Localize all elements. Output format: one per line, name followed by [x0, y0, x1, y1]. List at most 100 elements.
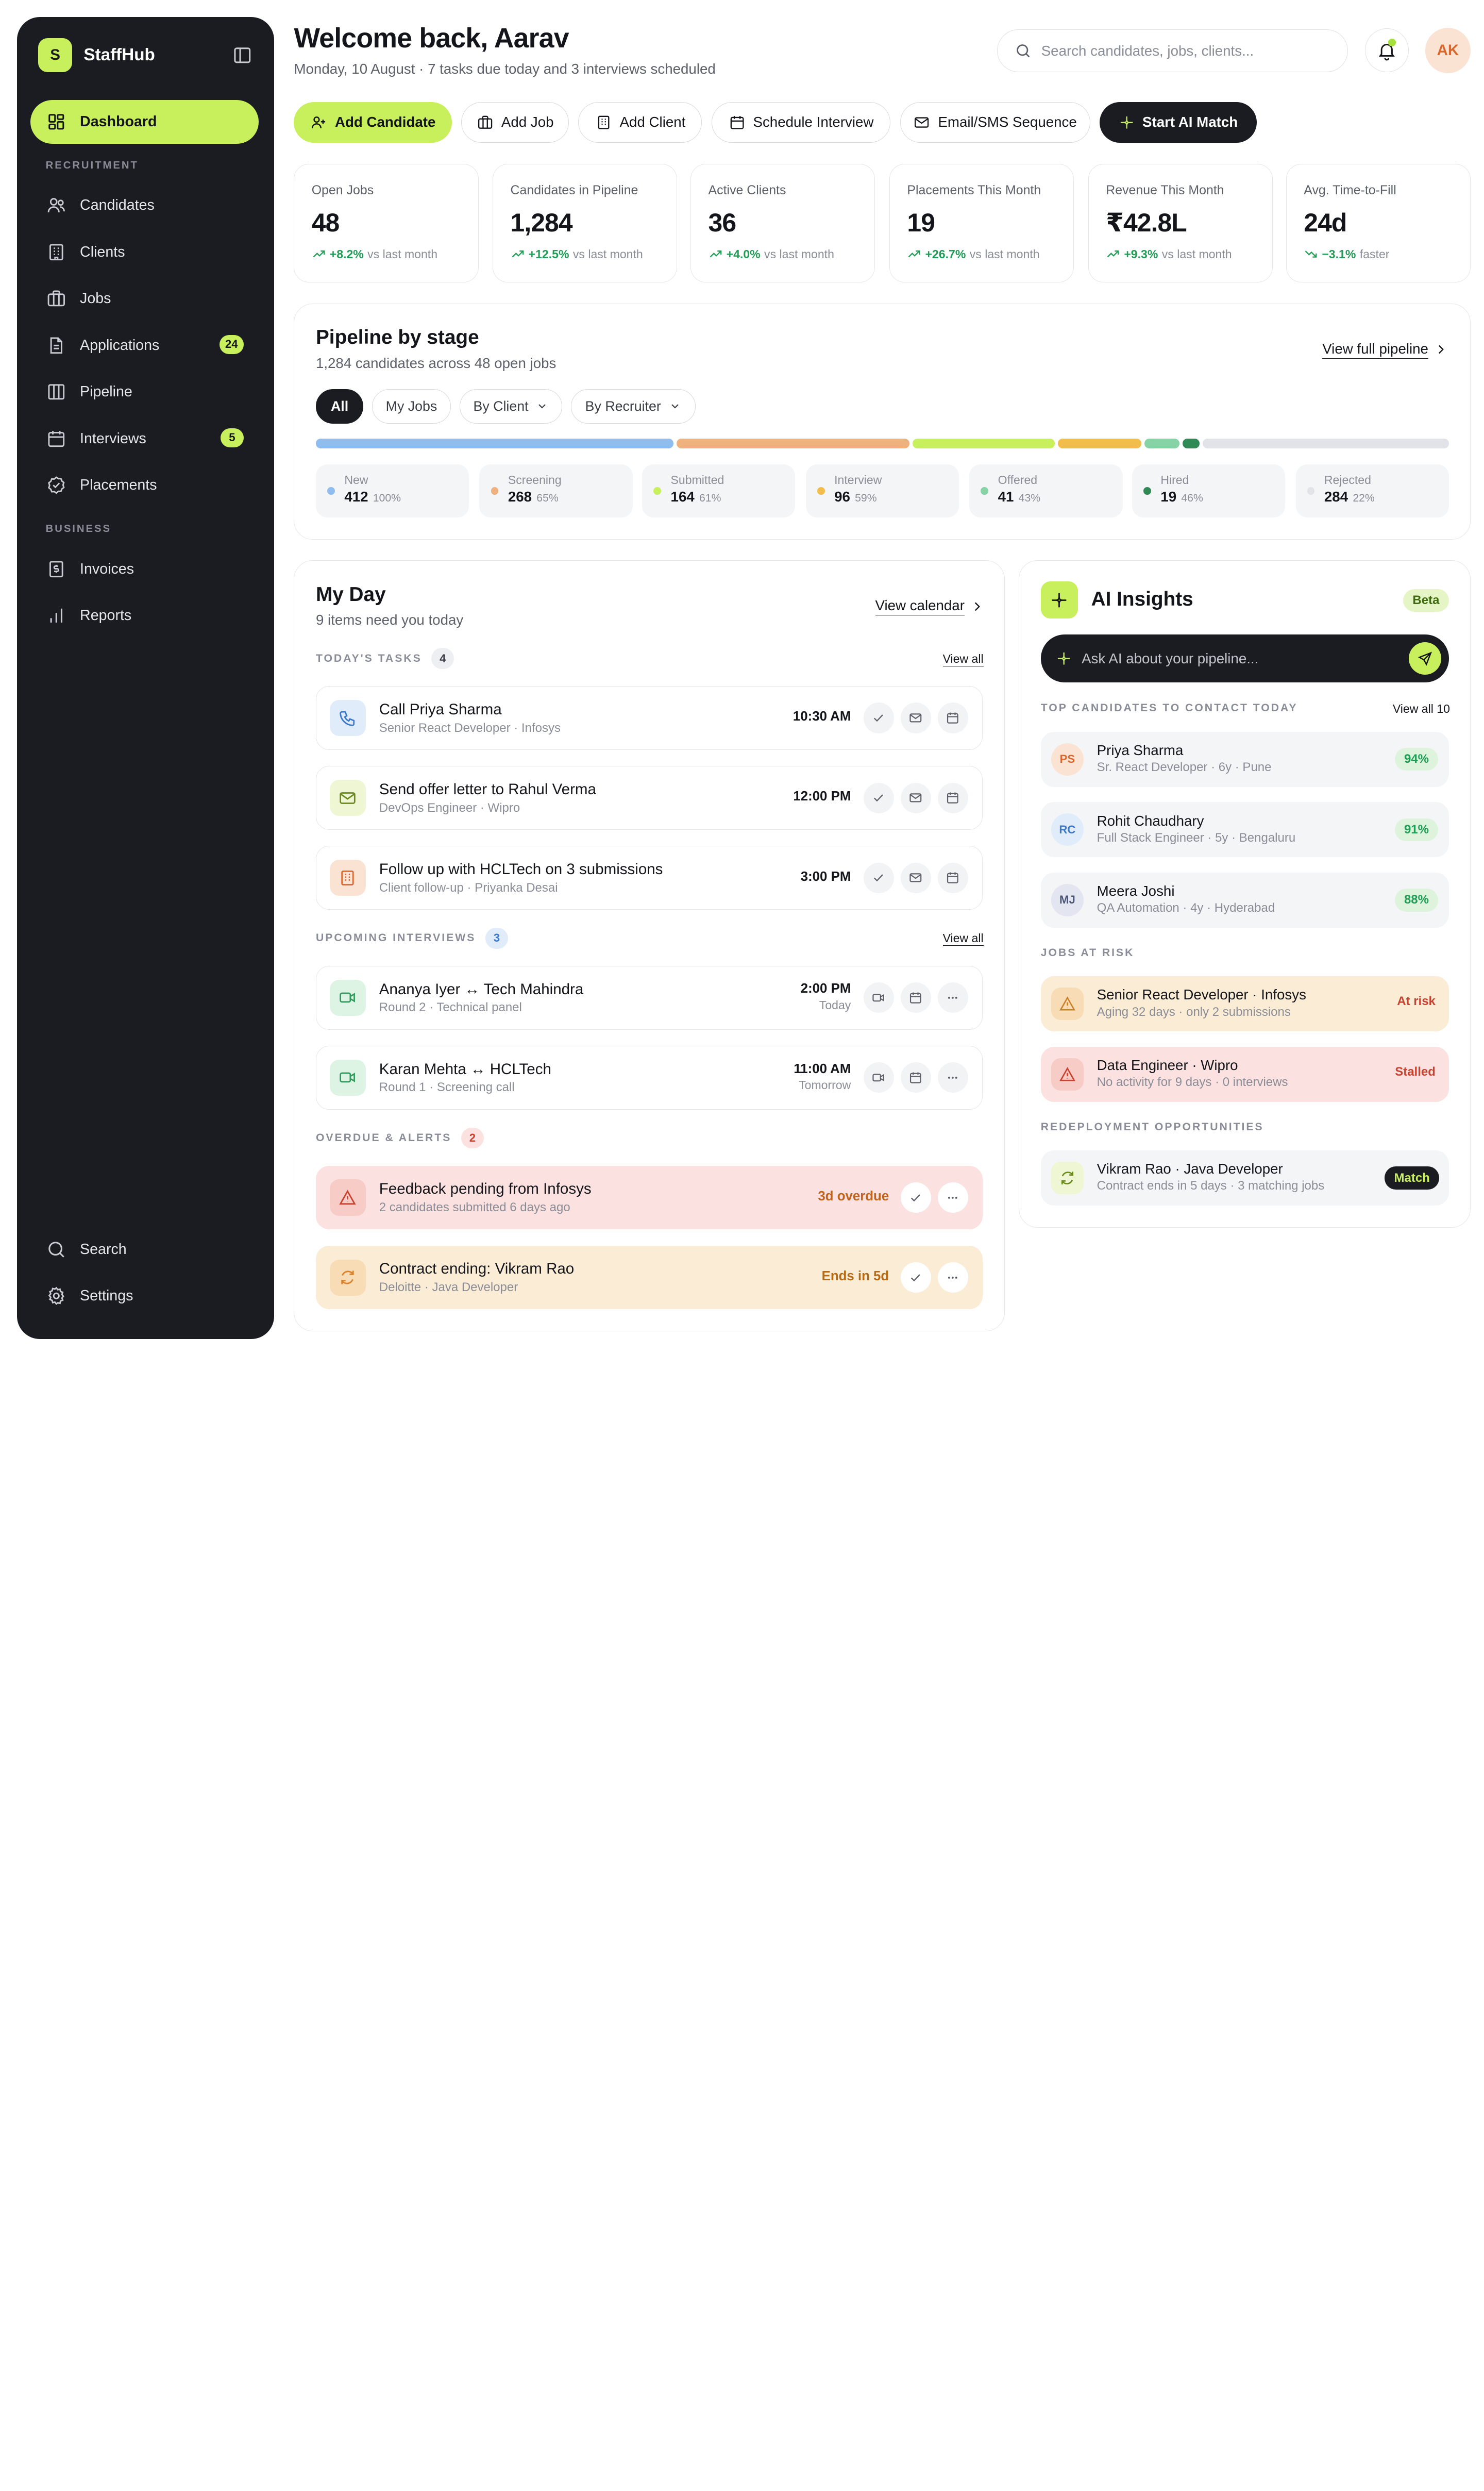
stage-interview[interactable]: Interview 96 59% [805, 464, 959, 518]
sidebar-item-jobs[interactable]: Jobs [30, 277, 259, 321]
stage-rejected[interactable]: Rejected 284 22% [1295, 464, 1449, 518]
more-button[interactable] [937, 1262, 968, 1293]
search-input[interactable]: Search candidates, jobs, clients... [997, 29, 1348, 73]
more-button[interactable] [937, 1182, 968, 1213]
task-subtitle: Client follow-up · Priyanka Desai [379, 880, 558, 895]
view-calendar-link[interactable]: View calendar [875, 597, 984, 616]
stat-card-active-clients[interactable]: Active Clients 36 +4.0% vs last month [690, 163, 875, 283]
sidebar-item-clients[interactable]: Clients [30, 230, 259, 274]
sidebar-item-settings[interactable]: Settings [30, 1274, 259, 1318]
sidebar-item-label: Settings [80, 1288, 133, 1304]
stage-new[interactable]: New 412 100% [315, 464, 469, 518]
email-button[interactable] [900, 703, 931, 733]
filter-by-recruiter[interactable]: By Recruiter [570, 389, 696, 424]
sidebar-item-pipeline[interactable]: Pipeline [30, 370, 259, 414]
sidebar-item-dashboard[interactable]: Dashboard [30, 99, 259, 144]
stat-card-open-jobs[interactable]: Open Jobs 48 +8.2% vs last month [294, 163, 479, 283]
stage-hired[interactable]: Hired 19 46% [1132, 464, 1286, 518]
interview-row[interactable]: Ananya Iyer ↔ Tech Mahindra Round 2 · Te… [315, 965, 983, 1030]
redeployment-card[interactable]: Vikram Rao · Java Developer Contract end… [1040, 1150, 1449, 1206]
task-row[interactable]: Follow up with HCLTech on 3 submissions … [315, 846, 983, 910]
complete-button[interactable] [863, 862, 894, 893]
stage-screening[interactable]: Screening 268 65% [479, 464, 633, 518]
email-sms-sequence-button[interactable]: Email/SMS Sequence [900, 102, 1090, 143]
stage-value: 19 [1160, 489, 1177, 505]
more-icon [948, 1276, 957, 1279]
interview-time-value: 2:00 PM [800, 981, 851, 996]
sidebar-item-search[interactable]: Search [30, 1228, 259, 1272]
beta-badge: Beta [1403, 589, 1449, 612]
risk-job-card[interactable]: Data Engineer · Wipro No activity for 9 … [1040, 1046, 1449, 1102]
interview-row[interactable]: Karan Mehta ↔ HCLTech Round 1 · Screenin… [315, 1045, 983, 1110]
filter-all[interactable]: All [315, 389, 364, 424]
complete-button[interactable] [863, 782, 894, 813]
complete-button[interactable] [900, 1262, 931, 1293]
stage-offered[interactable]: Offered 41 43% [969, 464, 1123, 518]
redeploy-title: Vikram Rao · Java Developer [1097, 1161, 1283, 1177]
stage-submitted[interactable]: Submitted 164 61% [642, 464, 796, 518]
interview-title: Ananya Iyer ↔ Tech Mahindra [379, 980, 584, 998]
page-subtitle: Monday, 10 August · 7 tasks due today an… [294, 61, 716, 77]
view-full-pipeline-link[interactable]: View full pipeline [1322, 341, 1447, 359]
sidebar-item-applications[interactable]: Applications 24 [30, 324, 259, 367]
schedule-button[interactable] [900, 982, 931, 1013]
candidate-card[interactable]: PS Priya Sharma Sr. React Developer · 6y… [1040, 731, 1449, 787]
schedule-button[interactable] [937, 782, 968, 813]
brand[interactable]: S StaffHub [38, 38, 253, 73]
alert-row[interactable]: Contract ending: Vikram Rao Deloitte · J… [315, 1245, 983, 1310]
join-video-button[interactable] [863, 1062, 894, 1093]
join-video-button[interactable] [863, 982, 894, 1013]
stage-value: 41 [998, 489, 1014, 505]
task-icon-box [329, 780, 366, 816]
dashboard-icon [48, 114, 64, 130]
more-button[interactable] [937, 1062, 968, 1093]
filter-my-jobs[interactable]: My Jobs [372, 389, 451, 424]
stat-card-placements[interactable]: Placements This Month 19 +26.7% vs last m… [889, 163, 1074, 283]
start-ai-match-button[interactable]: Start AI Match [1100, 102, 1257, 143]
add-client-button[interactable]: Add Client [578, 102, 702, 143]
sidebar-toggle-icon[interactable] [232, 45, 253, 66]
top-candidates-view-all-link[interactable]: View all 10 [1392, 702, 1450, 716]
schedule-button[interactable] [937, 703, 968, 733]
task-time: 10:30 AM [792, 709, 851, 724]
schedule-button[interactable] [937, 862, 968, 893]
chevron-right-icon [974, 602, 980, 611]
email-button[interactable] [900, 782, 931, 813]
notifications-button[interactable] [1365, 28, 1409, 73]
task-row[interactable]: Call Priya Sharma Senior React Developer… [315, 686, 983, 750]
ask-ai-input[interactable]: Ask AI about your pipeline... [1040, 634, 1449, 682]
add-job-button[interactable]: Add Job [461, 102, 569, 143]
sidebar-item-interviews[interactable]: Interviews 5 [30, 417, 259, 461]
send-button[interactable] [1409, 642, 1441, 675]
sidebar-item-reports[interactable]: Reports [30, 594, 259, 638]
stat-card-time-to-fill[interactable]: Avg. Time-to-Fill 24d −3.1% faster [1286, 163, 1471, 283]
candidate-card[interactable]: RC Rohit Chaudhary Full Stack Engineer ·… [1040, 802, 1449, 858]
candidate-card[interactable]: MJ Meera Joshi QA Automation · 4y · Hyde… [1040, 872, 1449, 928]
stat-card-candidates-pipeline[interactable]: Candidates in Pipeline 1,284 +12.5% vs la… [493, 163, 678, 283]
sidebar-item-placements[interactable]: Placements [30, 463, 259, 507]
alert-row[interactable]: Feedback pending from Infosys 2 candidat… [315, 1165, 983, 1230]
page-title: Welcome back, Aarav [294, 23, 569, 54]
add-candidate-button[interactable]: Add Candidate [294, 102, 452, 143]
risk-job-card[interactable]: Senior React Developer · Infosys Aging 3… [1040, 976, 1449, 1032]
schedule-interview-button[interactable]: Schedule Interview [711, 102, 891, 143]
complete-button[interactable] [900, 1182, 931, 1213]
stat-card-revenue[interactable]: Revenue This Month ₹42.8L +9.3% vs last m… [1088, 163, 1273, 283]
sidebar-item-candidates[interactable]: Candidates [30, 183, 259, 227]
tasks-view-all-link[interactable]: View all [942, 651, 984, 666]
sidebar-item-label: Placements [80, 477, 157, 494]
filter-by-client[interactable]: By Client [459, 389, 563, 424]
schedule-button[interactable] [900, 1062, 931, 1093]
candidate-detail: QA Automation · 4y · Hyderabad [1097, 901, 1275, 915]
trend-up-icon [908, 250, 920, 258]
interviews-view-all-link[interactable]: View all [942, 931, 984, 946]
email-button[interactable] [900, 862, 931, 893]
alerts-count: 2 [461, 1127, 484, 1149]
stat-change: +12.5% vs last month [511, 247, 660, 261]
complete-button[interactable] [863, 703, 894, 733]
task-row[interactable]: Send offer letter to Rahul Verma DevOps … [315, 766, 983, 830]
more-button[interactable] [937, 982, 968, 1013]
trend-up-icon [313, 250, 325, 258]
user-avatar[interactable]: AK [1425, 27, 1471, 74]
sidebar-item-invoices[interactable]: Invoices [30, 547, 259, 591]
